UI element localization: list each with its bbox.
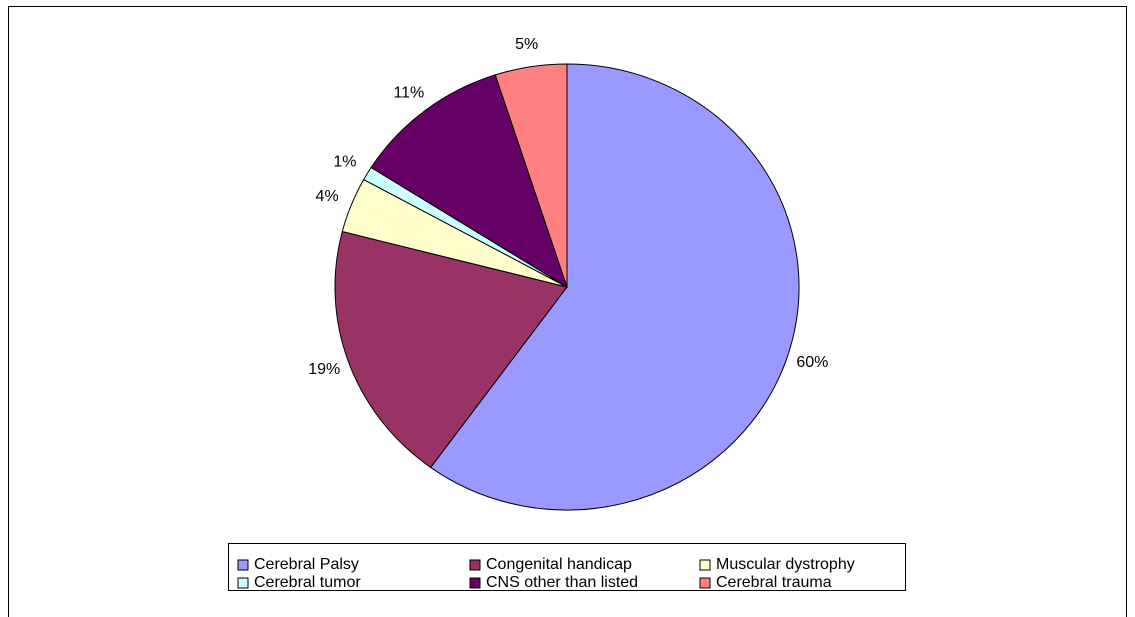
pie-slice	[429, 63, 800, 511]
legend-swatch	[469, 577, 481, 589]
legend: Cerebral Palsy Congenital handicap Muscula…	[237, 556, 855, 591]
legend-swatch	[699, 559, 711, 571]
legend-label: CNS other than listed	[486, 574, 638, 591]
legend-label: Congenital handicap	[486, 556, 632, 573]
legend-label: Cerebral Palsy	[254, 556, 359, 573]
legend-label: Cerebral tumor	[254, 574, 361, 591]
legend-swatch	[699, 577, 711, 589]
pie-slice	[334, 230, 568, 469]
legend-swatch	[237, 559, 249, 571]
data-label: 4%	[316, 188, 339, 205]
legend-swatch	[469, 559, 481, 571]
data-label: 5%	[515, 36, 538, 53]
pie: 60% 19% 4% 1% 11% 5%	[308, 36, 828, 511]
data-label: 11%	[393, 85, 424, 102]
legend-swatch	[237, 577, 249, 589]
legend-label: Muscular dystrophy	[716, 556, 855, 573]
chart-frame	[8, 6, 1127, 617]
data-label: 19%	[308, 361, 340, 378]
data-label: 1%	[333, 154, 356, 171]
legend-label: Cerebral trauma	[716, 574, 832, 591]
legend-box	[228, 543, 906, 591]
pie-slice	[494, 63, 568, 288]
pie-slice	[370, 74, 568, 289]
data-label: 60%	[796, 354, 828, 371]
